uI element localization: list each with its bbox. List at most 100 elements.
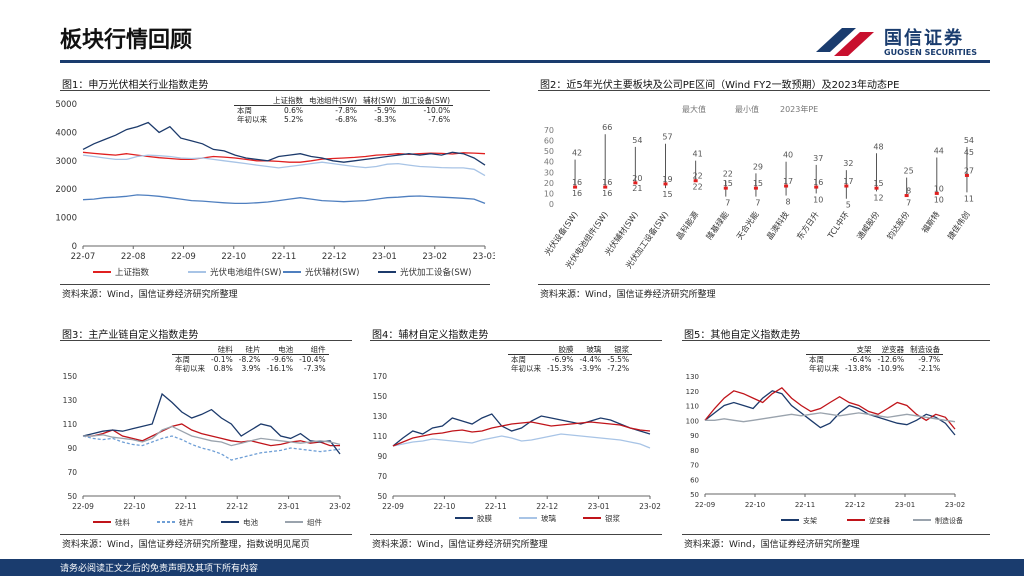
fig3-title-rule (60, 340, 352, 341)
category-label: TCL中环 (825, 209, 851, 241)
pe-2023-label: 16 (572, 178, 582, 187)
x-tick-label: 22-09 (72, 502, 94, 511)
y-tick-label: 5000 (55, 100, 77, 110)
max-value-label: 40 (783, 151, 793, 160)
series-line-组件 (83, 425, 341, 447)
fig5-header: 支架 (842, 345, 875, 355)
legend-label: 支架 (803, 516, 817, 525)
fig4-header: 玻璃 (576, 345, 605, 355)
y-tick-label: 90 (67, 444, 77, 453)
min-value-label: 5 (846, 201, 851, 210)
max-value-label: 32 (843, 159, 853, 168)
logo-cn-text: 国信证券 (884, 28, 964, 49)
fig3-cell: -16.1% (266, 364, 294, 373)
min-value-label: 7 (725, 199, 730, 208)
x-tick-label: 22-11 (485, 502, 507, 511)
x-tick-label: 23-03 (473, 252, 495, 262)
pe-2023-label: 27 (964, 166, 974, 175)
fig5-title: 图5：其他自定义指数走势 (684, 330, 801, 341)
x-tick-label: 22-12 (845, 501, 865, 509)
y-tick-label: 3000 (55, 157, 77, 167)
y-tick-label: 10 (544, 189, 554, 198)
x-tick-label: 23-02 (329, 502, 351, 511)
fig4-chart: 50 70 90 110 130 150 170 22-09 22-10 22-11 22-12 23… (373, 372, 661, 523)
fig4-cell: -7.2% (607, 364, 630, 373)
x-tick-label: 22-10 (124, 502, 146, 511)
pe-2023-label: 10 (934, 184, 944, 193)
legend-label: 上证指数 (115, 267, 150, 278)
series-line-硅片 (82, 435, 341, 461)
y-tick-label: 40 (544, 158, 554, 167)
legend-label: 最大值 (682, 104, 706, 114)
max-value-label: 25 (904, 167, 914, 176)
pe-2023-label: 20 (632, 174, 642, 183)
x-tick-label: 22-12 (322, 252, 347, 262)
fig5-cell: -12.6% (877, 355, 905, 364)
category-label: 隆基绿能 (704, 209, 731, 241)
fig1-chart: 0 1000 2000 3000 4000 5000 22-07 22-08 22-09 22-1… (55, 100, 495, 278)
fig4-cell: -15.3% (547, 364, 574, 373)
pe-2023-label: 19 (662, 175, 672, 184)
y-tick-label: 2000 (55, 185, 77, 195)
y-tick-label: 50 (544, 147, 554, 156)
pe-2023-marker (663, 182, 668, 186)
category-label: 晶澳科技 (764, 209, 791, 241)
fig3-cell: -0.1% (211, 355, 233, 364)
y-tick-label: 30 (544, 168, 554, 177)
legend-label: 最小值 (735, 104, 759, 114)
fig5-cell: -13.8% (845, 364, 872, 373)
fig1-cell: -8.3% (374, 115, 397, 124)
fig2-source: 资料来源：Wind，国信证券经济研究所整理 (540, 290, 716, 300)
y-tick-label: 70 (67, 468, 77, 477)
min-value-label: 10 (813, 195, 823, 204)
min-value-label: 15 (662, 190, 672, 199)
fig5-header: 制造设备 (907, 345, 944, 355)
fig1-stats-table: 上证指数 电池组件(SW) 辅材(SW) 加工设备(SW) 本周 0.6% -7… (234, 96, 454, 124)
title-rule (60, 60, 990, 63)
min-value-label: 11 (964, 194, 974, 203)
fig5-title-rule (682, 340, 990, 341)
fig5-chart: 50 60 70 80 90 100 110 120 130 22-09 22-10 22-11 22-… (686, 373, 966, 525)
fig1-header: 电池组件(SW) (306, 96, 361, 106)
legend-label: 电池 (243, 517, 258, 527)
fig3-cell: -7.3% (303, 364, 326, 373)
pe-2023-label: 17 (783, 177, 793, 186)
pe-2023-label: 17 (843, 177, 853, 186)
fig1-title-rule (60, 90, 490, 91)
y-tick-label: 70 (690, 462, 699, 470)
pe-2023-label: 15 (873, 179, 883, 188)
legend-label: 光伏加工设备(SW) (400, 267, 471, 278)
min-value-label: 7 (906, 199, 911, 208)
pe-2023-marker (934, 191, 939, 195)
x-tick-label: 23-02 (945, 501, 965, 509)
footer-disclaimer: 请务必阅读正文之后的免责声明及其项下所有内容 (60, 564, 259, 574)
y-tick-label: 150 (373, 392, 388, 401)
fig1-bottom-rule (60, 284, 490, 285)
y-tick-label: 150 (63, 372, 78, 381)
x-tick-label: 22-09 (382, 502, 404, 511)
page-title: 板块行情回顾 (60, 28, 193, 53)
fig2-bottom-rule (538, 284, 990, 285)
series-line-硅料 (83, 423, 340, 447)
min-value-label: 21 (632, 184, 642, 193)
fig4-source: 资料来源：Wind，国信证券经济研究所整理 (372, 540, 548, 550)
y-tick-label: 70 (377, 472, 387, 481)
series-line-电池 (82, 392, 341, 455)
fig3-cell: -8.2% (238, 355, 261, 364)
category-label: 通威股份 (855, 209, 882, 241)
fig4-title: 图4：辅材自定义指数走势 (372, 330, 489, 341)
series-line-胶膜 (392, 413, 651, 447)
max-value-label: 44 (934, 146, 944, 155)
y-tick-label: 0 (72, 242, 77, 252)
x-tick-label: 22-11 (795, 501, 815, 509)
fig3-cell: -9.6% (271, 355, 294, 364)
y-tick-label: 130 (63, 396, 78, 405)
fig3-row-label: 年初以来 (175, 364, 205, 373)
fig1-cell: -7.6% (428, 115, 451, 124)
series-line-光伏加工设备(SW) (82, 121, 486, 166)
fig3-cell: -10.4% (299, 355, 326, 364)
legend-label: 硅片 (179, 517, 194, 527)
pe-2023-label: 8 (906, 187, 911, 196)
min-value-label: 16 (572, 189, 582, 198)
legend-label: 硅料 (115, 517, 130, 527)
